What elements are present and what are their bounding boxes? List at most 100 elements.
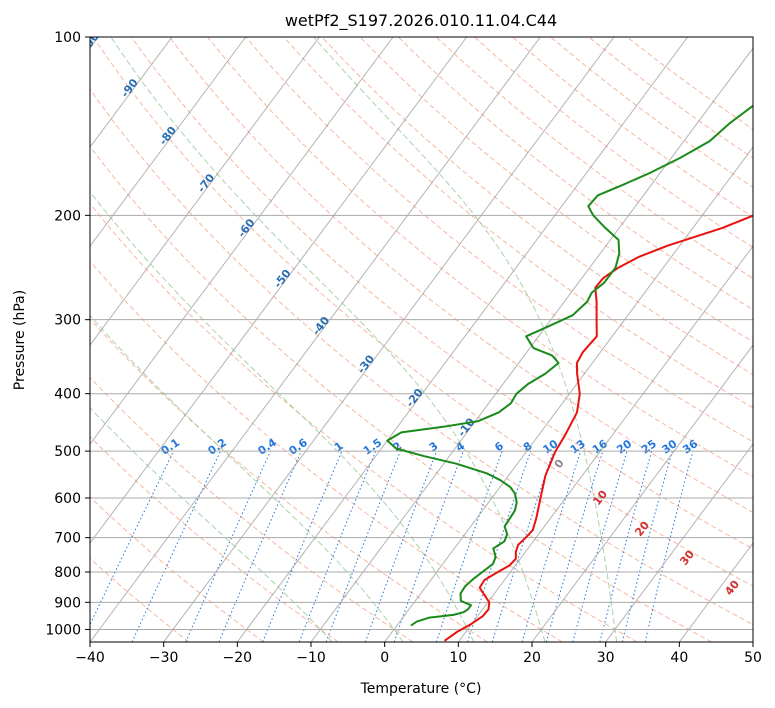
mixing-ratio-label: 16 [590,437,610,457]
y-tick-label: 200 [54,208,81,224]
dry-adiabat-5 [90,260,563,642]
x-axis-label: Temperature (°C) [360,681,482,697]
dry-adiabat-17 [397,37,753,311]
y-tick-label: 700 [54,531,81,547]
dry-adiabat-7 [90,145,712,642]
moist-adiabat-2 [90,190,475,642]
x-tick-label: 50 [744,650,762,666]
x-tick-label: −10 [296,650,326,666]
isotherm-line [384,146,753,642]
mixing-ratio-line-1 [131,450,221,642]
x-tick-label: 40 [670,650,688,666]
height-label-blue: -20 [403,386,426,410]
isotherm-line [752,641,753,642]
mixing-ratio-line-7 [364,450,438,642]
mixing-ratio-label: 1.5 [361,436,384,458]
y-axis: 100 200 300 400 500 600 700 800 900 1000 [45,30,90,638]
dry-adiabat-21 [550,37,753,188]
mixing-ratio-line-3 [218,450,302,642]
moist-adiabat-1 [90,314,404,642]
moist-adiabat-4 [313,37,618,642]
mixing-ratio-label: 2 [391,439,405,454]
dry-adiabat-13 [245,37,753,443]
dry-adiabat-11 [169,37,753,513]
mixing-ratio-label: 8 [521,439,535,454]
dry-adiabat-0 [90,557,190,642]
mixing-ratio-label: 30 [659,437,679,457]
mixing-ratio-label: 3 [427,439,441,454]
x-tick-label: −20 [223,650,253,666]
isotherm-line [90,37,173,149]
y-tick-label: 100 [54,30,81,46]
mixing-ratio-label: 6 [492,439,506,454]
mixing-ratio-label: 0.2 [206,436,229,458]
plot-area: 0.1 0.2 0.4 0.6 1 1.5 2 3 4 6 8 10 13 16 20 25 30 36 -100… [90,37,753,642]
x-tick-label: 30 [597,650,615,666]
height-label-red: 20 [632,519,652,539]
moist-adiabat-3 [110,37,546,642]
y-tick-label: 900 [54,595,81,611]
mixing-ratio-line-0 [90,450,175,626]
mixing-ratio-line-6 [325,450,401,642]
y-tick-label: 500 [54,444,81,460]
mixing-ratio-label: 0.4 [256,436,280,458]
height-label-blue: -70 [195,171,218,195]
chart-title: wetPf2_S197.2026.010.11.04.C44 [285,11,557,31]
mixing-ratio-line-5 [298,450,377,642]
dry-adiabat-6 [90,202,638,642]
mixing-ratio-label: 1 [332,439,346,454]
mixing-ratio-label: 36 [680,437,700,457]
height-label-blue: -10 [455,415,478,439]
mixing-ratio-line-15 [599,450,653,642]
mixing-ratio-line-4 [262,450,343,642]
isotherm-line [163,37,615,642]
moist-adiabat-0 [90,407,333,642]
x-tick-label: 0 [380,650,389,666]
skewed-isotherms [90,37,753,642]
isotherm-line [605,443,753,642]
height-label-blue: -60 [235,216,258,240]
mixing-ratio-line-2 [185,450,271,642]
mixing-ratio-label: 25 [639,437,659,456]
x-tick-label: −40 [75,650,105,666]
mixing-ratio-lines: 0.1 0.2 0.4 0.6 1 1.5 2 3 4 6 8 10 13 16 20 25 30 36 [90,436,701,642]
isotherm-line [90,37,541,642]
isotherm-line [90,37,394,445]
dry-adiabats [90,37,753,642]
mixing-ratio-line-13 [545,450,604,642]
isotherm-line [531,344,753,642]
dry-adiabat-20 [512,37,753,218]
temperature-line [443,214,753,642]
mixing-ratio-label: 20 [614,437,634,457]
dry-adiabat-3 [90,376,414,642]
height-label-blue: -90 [118,76,141,100]
mixing-ratio-line-10 [467,450,532,642]
y-tick-label: 400 [54,387,81,403]
isotherm-line [90,37,247,247]
moist-adiabats [90,37,618,642]
y-tick-label: 800 [54,565,81,581]
dewpoint-line [386,104,753,627]
y-tick-label: 300 [54,313,81,329]
dry-adiabat-4 [90,318,488,642]
y-tick-label: 1000 [45,622,81,638]
mixing-ratio-line-8 [393,450,464,642]
height-label-blue: -30 [355,352,378,376]
dry-adiabat-19 [474,37,753,248]
isobars [90,37,753,630]
x-axis: −40 −30 −20 −10 0 10 20 30 40 50 [75,642,762,666]
dry-adiabat-8 [90,88,753,626]
isotherm-line [90,37,320,346]
dry-adiabat-1 [90,496,264,642]
dry-adiabat-10 [130,37,753,550]
height-label-blue: -50 [271,267,294,291]
isotherm-line [310,47,753,642]
profiles [386,104,753,642]
y-axis-label: Pressure (hPa) [12,290,28,390]
mixing-ratio-line-11 [491,450,554,642]
mixing-ratio-line-14 [572,450,628,642]
height-label-red: 30 [677,548,697,568]
y-tick-label: 600 [54,491,81,507]
x-tick-label: −30 [149,650,179,666]
